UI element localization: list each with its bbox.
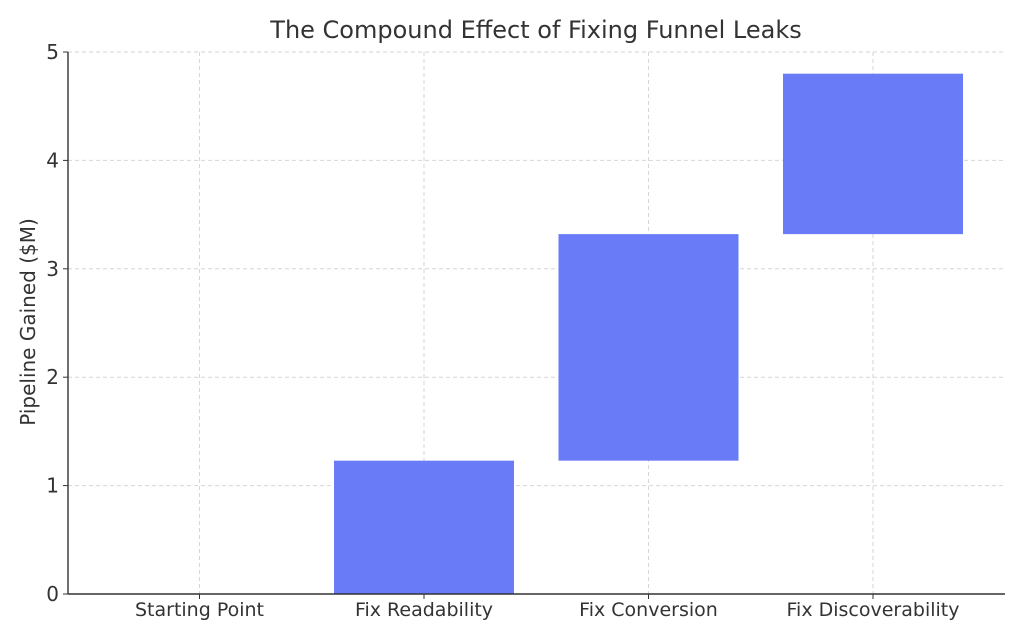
y-tick-label: 2 (46, 365, 59, 389)
x-tick-label: Starting Point (135, 599, 264, 621)
x-tick-label: Fix Readability (355, 599, 493, 621)
bar (558, 234, 739, 461)
y-tick-label: 0 (46, 582, 59, 606)
y-axis-label: Pipeline Gained ($M) (16, 218, 40, 426)
y-tick-label: 4 (46, 148, 59, 172)
bar (783, 73, 963, 235)
y-tick-label: 5 (46, 40, 59, 64)
y-tick-label: 1 (46, 474, 59, 498)
x-tick-label: Fix Discoverability (787, 599, 960, 621)
x-tick-label: Fix Conversion (579, 599, 718, 621)
ticks: 0 1 2 3 4 5 Starting Point Fix Readability Fix C… (46, 40, 959, 621)
y-tick-label: 3 (46, 257, 59, 281)
chart-title: The Compound Effect of Fixing Funnel Lea… (269, 16, 801, 44)
bars (334, 73, 963, 594)
bar (334, 460, 514, 594)
axes (67, 52, 1005, 595)
